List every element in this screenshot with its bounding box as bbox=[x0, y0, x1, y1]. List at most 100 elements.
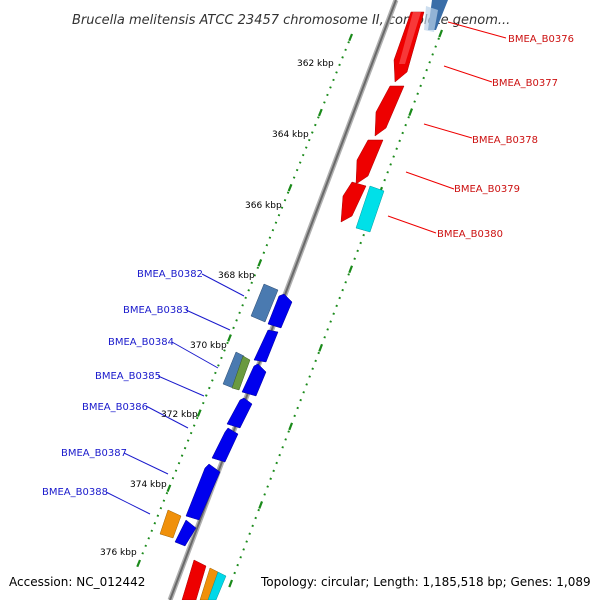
gene-BMEA_B0387[interactable] bbox=[211, 427, 239, 463]
tick-mark bbox=[189, 431, 193, 435]
tick-mark bbox=[253, 274, 257, 277]
gene-label-BMEA_B0377[interactable]: BMEA_B0377 bbox=[492, 78, 558, 89]
gene-bottom-cyan[interactable] bbox=[207, 571, 227, 600]
tick-label-372: 372 kbp bbox=[161, 410, 198, 420]
tick-label-366: 366 kbp bbox=[245, 201, 282, 211]
reverse-strand-genes bbox=[340, 0, 448, 233]
tick-mark bbox=[223, 349, 226, 352]
tick-label-364: 364 kbp bbox=[272, 130, 309, 140]
tick-label-374: 374 kbp bbox=[130, 480, 167, 490]
tick-mark bbox=[265, 244, 269, 247]
tick-mark bbox=[407, 116, 410, 119]
gene-label-BMEA_B0383[interactable]: BMEA_B0383 bbox=[123, 305, 189, 316]
gene-label-BMEA_B0379[interactable]: BMEA_B0379 bbox=[454, 184, 520, 195]
gene-label-BMEA_B0378[interactable]: BMEA_B0378 bbox=[472, 135, 538, 146]
tick-mark bbox=[281, 446, 284, 449]
tick-mark bbox=[347, 273, 350, 276]
tick-mark bbox=[413, 100, 416, 103]
tick-mark bbox=[205, 394, 208, 397]
tick-mark bbox=[326, 93, 329, 97]
gene-orange[interactable] bbox=[159, 509, 182, 539]
tick-mark bbox=[156, 514, 160, 517]
gene-label-BMEA_B0382[interactable]: BMEA_B0382 bbox=[137, 269, 203, 280]
tick-mark bbox=[419, 84, 422, 88]
gene-BMEA_B0388[interactable] bbox=[185, 463, 221, 521]
tick-mark bbox=[353, 257, 356, 260]
forward-gene-labels: BMEA_B0382 BMEA_B0383 BMEA_B0384 BMEA_B0… bbox=[42, 269, 203, 498]
gene-bottom-blue[interactable] bbox=[174, 519, 197, 547]
gene-label-BMEA_B0388[interactable]: BMEA_B0388 bbox=[42, 487, 108, 498]
tick-mark bbox=[254, 516, 257, 520]
tick-mark bbox=[392, 155, 395, 158]
gene-label-BMEA_B0384[interactable]: BMEA_B0384 bbox=[108, 337, 174, 348]
gene-BMEA_B0378[interactable] bbox=[355, 139, 384, 185]
gene-BMEA_B0386[interactable] bbox=[226, 397, 253, 429]
tick-mark bbox=[277, 213, 281, 217]
gene-BMEA_B0385b[interactable] bbox=[231, 355, 251, 391]
tick-mark bbox=[341, 288, 344, 292]
tick-mark bbox=[292, 176, 296, 179]
tick-mark bbox=[256, 266, 260, 269]
gene-label-BMEA_B0380[interactable]: BMEA_B0380 bbox=[437, 229, 503, 240]
tick-mark bbox=[288, 422, 294, 431]
tick-mark bbox=[144, 544, 147, 547]
gene-BMEA_B0384[interactable] bbox=[253, 329, 279, 363]
tick-mark bbox=[437, 37, 440, 40]
tick-mark bbox=[359, 241, 362, 245]
tick-mark bbox=[332, 312, 335, 315]
tick-mark bbox=[431, 53, 434, 56]
tick-mark bbox=[186, 439, 190, 442]
gene-BMEA_B0380[interactable] bbox=[355, 185, 385, 233]
tick-mark bbox=[422, 76, 425, 80]
tick-track bbox=[136, 29, 444, 588]
tick-mark bbox=[165, 491, 169, 495]
gene-bottom-orange[interactable] bbox=[199, 567, 219, 600]
tick-mark bbox=[408, 108, 414, 117]
tick-mark bbox=[348, 265, 354, 274]
tick-mark bbox=[317, 108, 323, 117]
gene-BMEA_B0382[interactable] bbox=[250, 283, 279, 323]
gene-BMEA_B0379[interactable] bbox=[340, 181, 367, 223]
gene-label-BMEA_B0386[interactable]: BMEA_B0386 bbox=[82, 402, 148, 413]
tick-mark bbox=[298, 161, 302, 164]
tick-mark bbox=[257, 508, 260, 512]
tick-mark bbox=[344, 48, 347, 52]
tick-mark bbox=[347, 41, 350, 44]
gene-label-BMEA_B0385[interactable]: BMEA_B0385 bbox=[95, 371, 161, 382]
tick-mark bbox=[251, 524, 254, 528]
gene-BMEA_B0385c[interactable] bbox=[241, 363, 267, 397]
tick-mark bbox=[150, 529, 154, 532]
tick-mark bbox=[266, 485, 269, 488]
tick-mark bbox=[335, 304, 338, 308]
tick-mark bbox=[356, 249, 359, 253]
gene-BMEA_B0377[interactable] bbox=[374, 85, 405, 137]
gene-BMEA_B0383[interactable] bbox=[267, 293, 293, 329]
tick-mark bbox=[383, 178, 386, 182]
tick-mark bbox=[227, 334, 232, 342]
tick-mark bbox=[438, 29, 444, 38]
tick-mark bbox=[257, 259, 263, 267]
gene-label-BMEA_B0387[interactable]: BMEA_B0387 bbox=[61, 448, 127, 459]
tick-mark bbox=[159, 507, 163, 510]
tick-mark bbox=[239, 556, 242, 559]
tick-mark bbox=[329, 86, 332, 89]
gene-label-BMEA_B0376[interactable]: BMEA_B0376 bbox=[508, 34, 574, 45]
tick-mark bbox=[395, 147, 398, 150]
tick-mark bbox=[274, 221, 278, 224]
gene-bottom-red[interactable] bbox=[181, 559, 207, 600]
forward-strand-genes bbox=[159, 283, 293, 600]
tick-label-370: 370 kbp bbox=[190, 341, 227, 351]
tick-mark bbox=[284, 438, 287, 441]
tick-mark bbox=[335, 71, 338, 74]
tick-mark bbox=[434, 45, 437, 48]
tick-mark bbox=[286, 191, 290, 194]
tick-mark bbox=[317, 116, 320, 119]
tick-mark bbox=[308, 138, 311, 142]
tick-mark bbox=[262, 251, 266, 254]
tick-mark bbox=[329, 320, 332, 323]
tick-mark bbox=[202, 401, 205, 405]
tick-mark bbox=[248, 532, 251, 535]
tick-mark bbox=[141, 552, 144, 555]
tick-mark bbox=[153, 522, 157, 525]
